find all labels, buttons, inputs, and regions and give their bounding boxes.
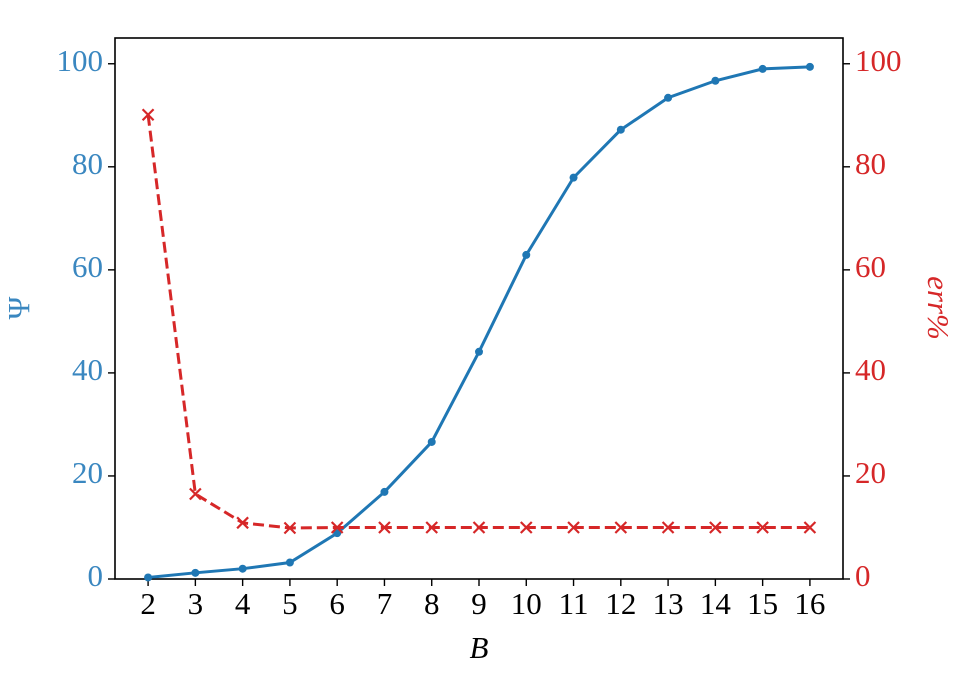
x-axis-label: B: [470, 630, 489, 665]
point-marker: [285, 558, 294, 567]
x-tick-label: 5: [282, 586, 298, 621]
x-tick-label: 13: [653, 586, 684, 621]
y2-tick-label: 20: [855, 455, 886, 490]
point-marker: [805, 62, 814, 71]
point-marker: [238, 564, 247, 573]
plot-frame: [114, 37, 844, 580]
x-marker: [756, 521, 769, 534]
point-marker: [522, 250, 531, 259]
x-marker: [803, 521, 817, 534]
point-marker: [144, 573, 153, 582]
y-tick-label: 100: [57, 43, 104, 78]
point-marker: [475, 347, 483, 356]
x-marker: [378, 521, 391, 534]
x-marker: [425, 521, 439, 534]
y-tick-label: 60: [72, 249, 103, 284]
y2-tick-label: 0: [855, 558, 871, 593]
x-tick-label: 16: [794, 586, 825, 621]
x-tick-label: 12: [605, 586, 636, 621]
y2-axis-label: err%: [921, 276, 956, 340]
x-tick-label: 11: [559, 586, 589, 621]
point-marker: [616, 125, 625, 134]
x-tick-label: 3: [188, 586, 204, 621]
x-marker: [709, 521, 722, 534]
point-marker: [569, 173, 578, 182]
point-marker: [191, 568, 200, 577]
point-marker: [711, 76, 720, 85]
y2-tick-label: 80: [855, 146, 886, 181]
y2-tick-label: 40: [855, 352, 886, 387]
x-marker: [330, 521, 344, 534]
x-marker: [189, 487, 202, 501]
point-marker: [427, 437, 436, 446]
x-tick-label: 14: [700, 586, 732, 621]
x-tick-label: 8: [424, 586, 440, 621]
x-tick-label: 6: [329, 586, 345, 621]
series-line: [146, 114, 810, 530]
y2-tick-label: 60: [855, 249, 886, 284]
y-axis-label: Ψ: [1, 296, 36, 319]
x-marker: [567, 521, 580, 534]
x-marker: [283, 521, 297, 535]
series-line: [147, 65, 810, 579]
x-marker: [519, 521, 533, 534]
x-tick-label: 7: [377, 586, 393, 621]
y2-tick-label: 100: [855, 43, 902, 78]
point-marker: [333, 529, 342, 538]
x-marker: [614, 521, 628, 534]
y-tick-label: 80: [72, 146, 103, 181]
point-marker: [758, 64, 767, 73]
x-tick-label: 4: [235, 586, 251, 621]
x-tick-label: 15: [747, 586, 778, 621]
x-marker: [661, 521, 675, 534]
x-marker: [472, 521, 486, 534]
x-tick-label: 2: [140, 586, 156, 621]
y-tick-label: 0: [88, 558, 104, 593]
y-tick-label: 40: [72, 352, 103, 387]
point-marker: [380, 487, 389, 496]
x-marker: [236, 516, 249, 530]
x-marker: [141, 108, 155, 122]
x-tick-label: 10: [511, 586, 542, 621]
y-tick-label: 20: [72, 455, 103, 490]
point-marker: [664, 93, 673, 102]
x-tick-label: 9: [471, 586, 487, 621]
